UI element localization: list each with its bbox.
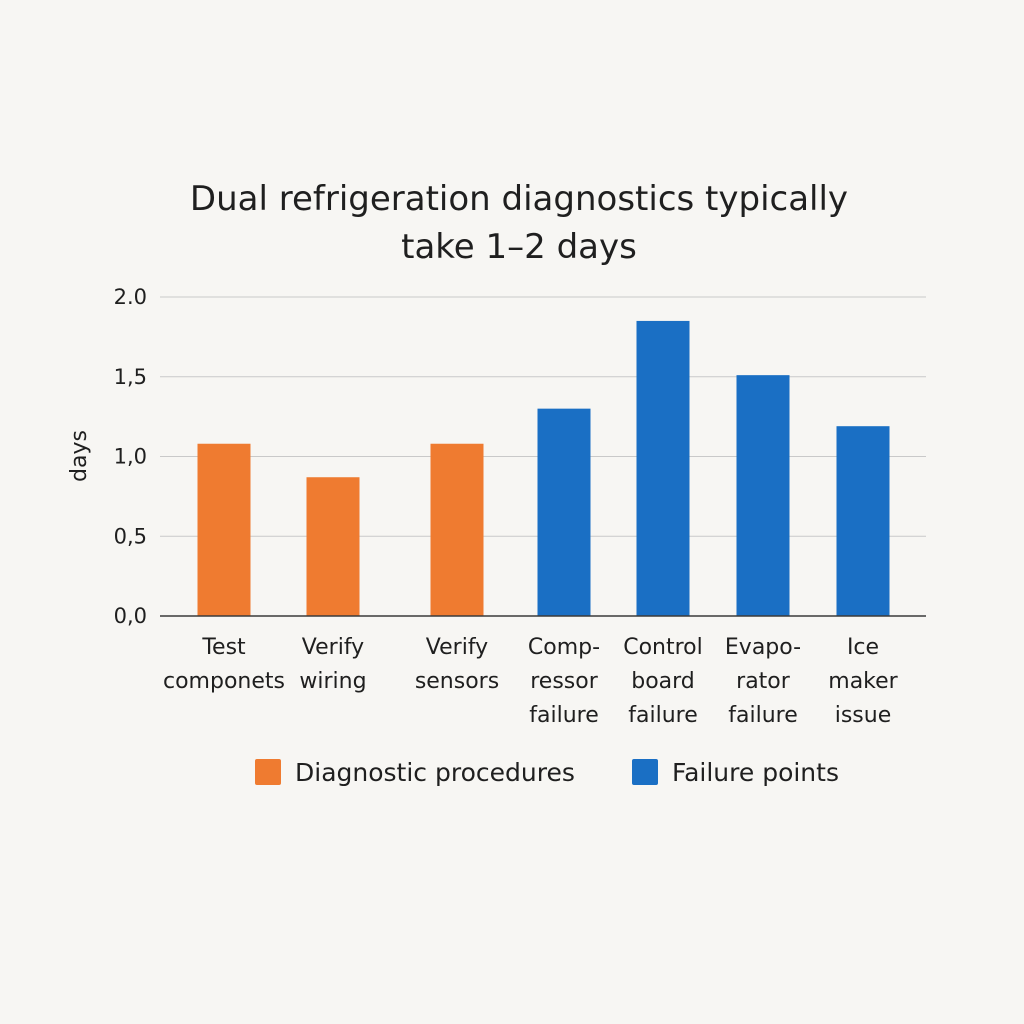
- chart-title-line-2: take 1–2 days: [401, 227, 637, 267]
- legend: Diagnostic procedures Failure points: [255, 758, 839, 787]
- y-tick-label: 1,5: [114, 365, 147, 389]
- y-tick-label: 0,5: [114, 524, 147, 548]
- chart-title-line-1: Dual refrigeration diagnostics typically: [190, 179, 848, 219]
- y-tick-label: 1,0: [114, 445, 147, 469]
- chart-title: Dual refrigeration diagnostics typically…: [190, 179, 848, 267]
- legend-swatch: [632, 759, 658, 785]
- y-tick-label: 0,0: [114, 604, 147, 628]
- legend-label: Failure points: [672, 758, 839, 787]
- x-category-label: Test componets: [163, 635, 285, 694]
- legend-swatch: [255, 759, 281, 785]
- x-category-label: Verify sensors: [415, 635, 499, 694]
- legend-label: Diagnostic procedures: [295, 758, 575, 787]
- x-category-label: Evapo-rator failure: [725, 635, 801, 728]
- y-axis-label: days: [67, 430, 92, 482]
- x-category-label: Control board failure: [623, 635, 703, 728]
- bar: [636, 320, 690, 616]
- x-category-label: Comp-ressor failure: [528, 635, 600, 728]
- bars: [197, 320, 890, 616]
- y-axis-ticks: 0,0 0,5 1,0 1,5 2.0: [114, 285, 147, 628]
- x-category-label: Ice maker issue: [828, 635, 898, 728]
- y-axis-title: days: [67, 430, 92, 482]
- x-category-label: Verify wiring: [299, 635, 366, 694]
- bar: [197, 443, 251, 616]
- bar: [537, 408, 591, 616]
- bar: [430, 443, 484, 616]
- bar: [736, 375, 790, 616]
- y-tick-label: 2.0: [114, 285, 147, 309]
- bar: [836, 426, 890, 616]
- bar: [306, 477, 360, 616]
